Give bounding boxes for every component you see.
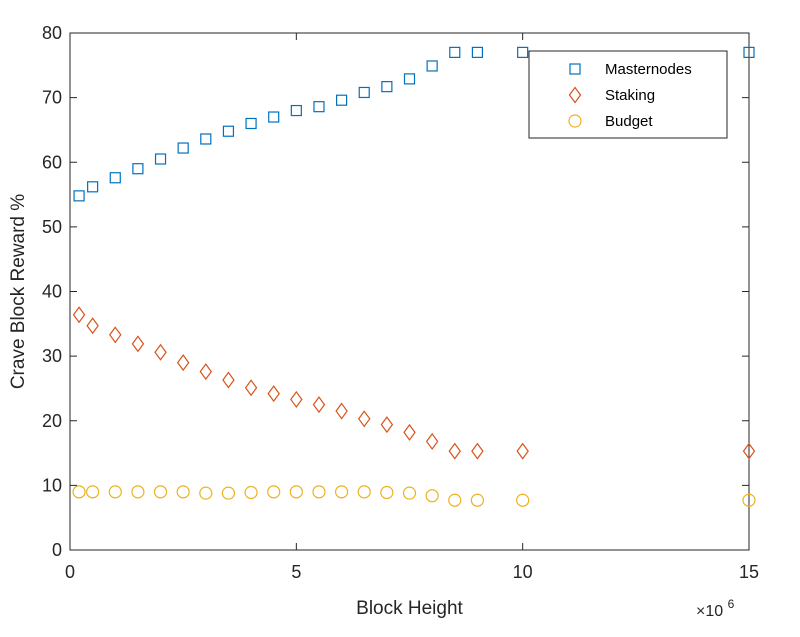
staking-point [380, 416, 394, 434]
legend-marker-staking [568, 86, 582, 104]
x-axis-multiplier-base: ×10 [696, 603, 723, 620]
budget-point [516, 493, 530, 507]
budget-point [108, 485, 122, 499]
masternodes-point [109, 172, 121, 184]
x-axis-multiplier-exponent: 6 [728, 597, 735, 611]
legend-marker-masternodes [569, 63, 581, 75]
legend-label-budget: Budget [605, 113, 653, 130]
staking-point [312, 396, 326, 414]
budget-point [267, 485, 281, 499]
series-staking [72, 306, 756, 460]
budget-point [742, 493, 756, 507]
staking-point [403, 423, 416, 441]
y-tick-label: 0 [52, 540, 62, 560]
budget-point [335, 485, 349, 499]
x-tick-label: 5 [291, 562, 301, 582]
staking-point [448, 442, 462, 460]
budget-point [312, 485, 326, 499]
budget-point [244, 485, 258, 500]
masternodes-point [358, 86, 370, 99]
x-axis-title: Block Height [356, 598, 463, 619]
masternodes-point [426, 60, 438, 72]
masternodes-point [177, 142, 189, 154]
masternodes-point [449, 46, 461, 58]
budget-point [470, 493, 484, 507]
budget-point [131, 485, 145, 499]
masternodes-point [132, 163, 144, 175]
x-tick-label: 0 [65, 562, 75, 582]
staking-point [742, 442, 756, 460]
masternodes-point [222, 125, 235, 137]
masternodes-point [73, 190, 85, 202]
budget-point [176, 485, 190, 499]
staking-point [131, 335, 145, 353]
budget-point [199, 486, 213, 500]
staking-point [176, 354, 190, 372]
masternodes-point [471, 46, 483, 58]
budget-point [425, 489, 439, 503]
budget-point [153, 485, 168, 499]
x-tick-label: 10 [513, 562, 533, 582]
y-tick-label: 40 [42, 282, 62, 302]
staking-point [154, 343, 167, 361]
series-masternodes [73, 46, 755, 202]
masternodes-point [245, 117, 257, 130]
y-tick-label: 50 [42, 217, 62, 237]
staking-point [109, 326, 122, 344]
budget-point [402, 486, 417, 500]
budget-point [357, 485, 371, 499]
staking-point [357, 410, 371, 428]
staking-point [72, 306, 86, 324]
staking-point [244, 379, 258, 397]
masternodes-point [381, 81, 393, 93]
series-budget [72, 485, 756, 507]
staking-point [199, 363, 213, 381]
staking-point [516, 442, 529, 460]
budget-point [72, 485, 86, 499]
data-marks [72, 46, 756, 507]
masternodes-point [743, 46, 755, 58]
staking-point [425, 432, 439, 450]
legend-marker-budget [568, 114, 582, 128]
legend-label-masternodes: Masternodes [605, 61, 692, 78]
budget-point [221, 486, 236, 500]
masternodes-point [268, 111, 280, 123]
y-tick-label: 10 [42, 475, 62, 495]
y-axis-title: Crave Block Reward % [8, 194, 29, 389]
axis-ticks: 0 5 10 15 0 10 20 30 40 50 60 70 80 [42, 23, 759, 582]
masternodes-point [290, 104, 302, 117]
x-tick-label: 15 [739, 562, 759, 582]
y-tick-label: 20 [42, 411, 62, 431]
masternodes-point [87, 181, 99, 193]
masternodes-point [517, 46, 529, 58]
masternodes-point [200, 133, 212, 145]
staking-point [86, 317, 99, 335]
y-tick-label: 70 [42, 88, 62, 108]
x-axis-multiplier: ×10 6 [696, 597, 735, 620]
y-tick-label: 30 [42, 346, 62, 366]
staking-point [471, 442, 484, 460]
legend-box [528, 50, 728, 139]
y-tick-label: 80 [42, 23, 62, 43]
masternodes-point [154, 153, 167, 165]
staking-point [267, 385, 280, 403]
staking-point [335, 402, 348, 420]
staking-point [290, 390, 303, 408]
budget-point [86, 485, 100, 499]
y-tick-label: 60 [42, 152, 62, 172]
legend: Masternodes Staking Budget [528, 50, 728, 139]
budget-point [448, 493, 462, 507]
budget-point [289, 485, 303, 499]
masternodes-point [313, 101, 325, 113]
staking-point [222, 371, 235, 389]
legend-label-staking: Staking [605, 87, 655, 104]
budget-point [380, 485, 394, 500]
masternodes-point [336, 94, 348, 106]
masternodes-point [403, 73, 416, 85]
